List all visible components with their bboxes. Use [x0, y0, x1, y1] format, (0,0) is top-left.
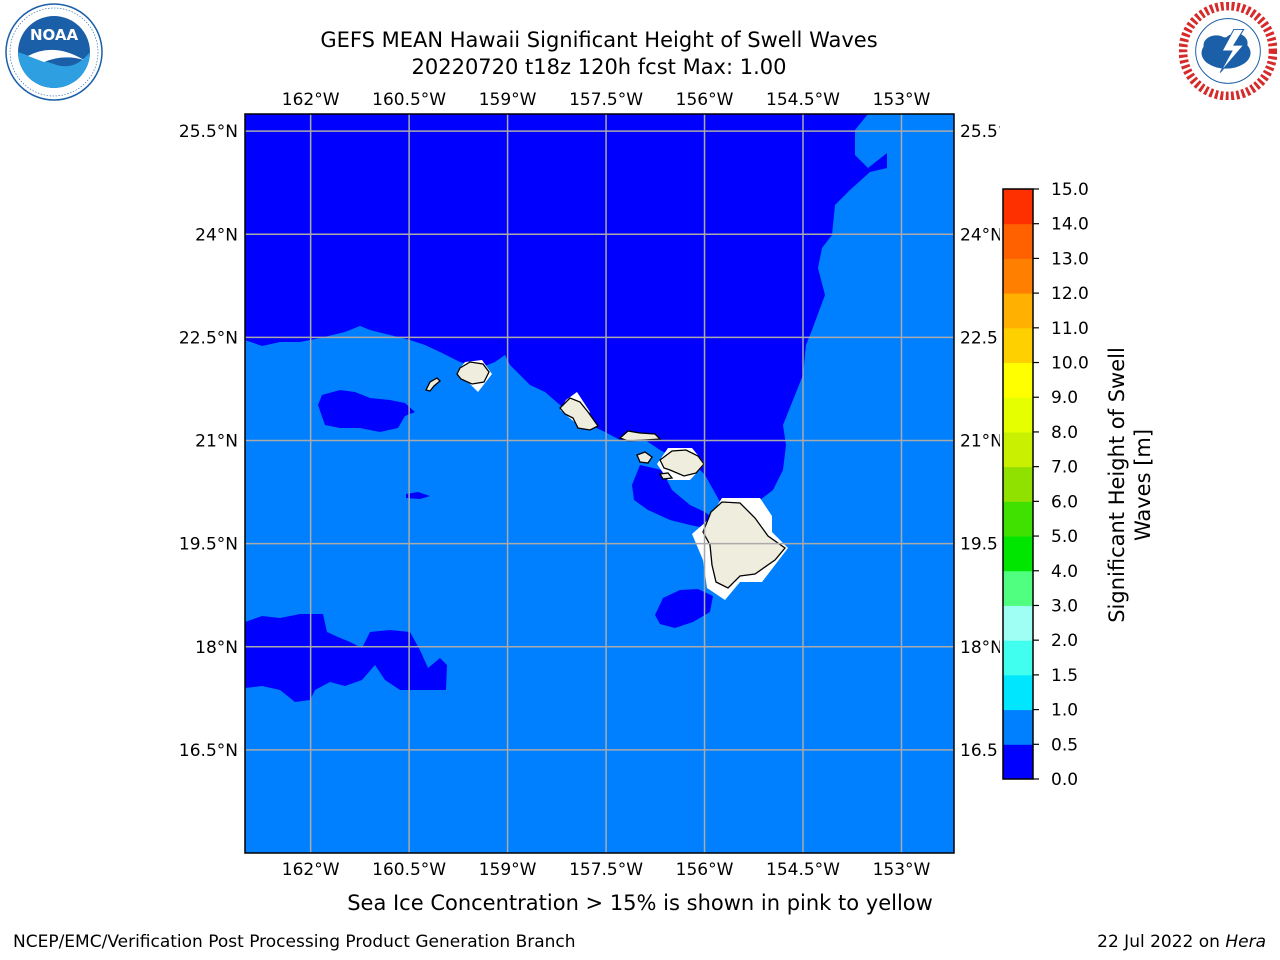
colorbar-cell — [1003, 744, 1033, 780]
island-kahoolawe — [658, 472, 674, 480]
footer-date-text: 22 Jul 2022 on — [1097, 932, 1226, 952]
island-lanai — [636, 451, 653, 464]
colorbar-tick-label: 12.0 — [1051, 284, 1089, 304]
lat-label-left: 22.5°N — [179, 328, 238, 348]
lat-label-left: 24°N — [195, 225, 238, 245]
island-maui — [659, 449, 705, 477]
colorbar-cell — [1003, 223, 1033, 259]
colorbar-cell — [1003, 640, 1033, 676]
lon-label-top: 153°W — [873, 90, 931, 110]
colorbar-tick-label: 9.0 — [1051, 388, 1078, 408]
footer-org: NCEP/EMC/Verification Post Processing Pr… — [13, 932, 576, 952]
colorbar-label-line2: Waves [m] — [1131, 429, 1155, 541]
colorbar-tick-label: 7.0 — [1051, 458, 1078, 478]
island-hawaii — [702, 501, 786, 589]
footer-date: 22 Jul 2022 on Hera — [1097, 932, 1266, 952]
lat-label-left: 21°N — [195, 432, 238, 452]
ocean-swell-0-0.5-north — [245, 114, 887, 510]
lat-label-left: 16.5°N — [179, 741, 238, 761]
colorbar-tick-label: 3.0 — [1051, 596, 1078, 616]
ocean-swell-0-0.5-maui-lobe — [632, 465, 715, 528]
lat-label-right: 16.5 — [960, 741, 998, 761]
island-kauai — [456, 361, 490, 385]
nws-logo — [1179, 2, 1277, 100]
colorbar-label-line1: Significant Height of Swell — [1105, 347, 1129, 623]
map-frame — [244, 113, 955, 854]
lon-label-bottom: 154.5°W — [766, 860, 840, 880]
colorbar-cell — [1003, 605, 1033, 641]
colorbar-cell — [1003, 293, 1033, 329]
colorbar-cell — [1003, 258, 1033, 294]
colorbar-cell — [1003, 536, 1033, 572]
colorbar-cell — [1003, 570, 1033, 606]
svg-text:NOAA: NOAA — [30, 26, 79, 44]
colorbar-tick-label: 15.0 — [1051, 180, 1089, 200]
lon-label-top: 159°W — [479, 90, 537, 110]
colorbar-tick-label: 11.0 — [1051, 319, 1089, 339]
colorbar-tick-label: 0.5 — [1051, 735, 1078, 755]
lon-label-top: 162°W — [282, 90, 340, 110]
colorbar-tick-label: 1.5 — [1051, 666, 1078, 686]
colorbar-cell — [1003, 674, 1033, 711]
chart-subtitle: 20220720 t18z 120h fcst Max: 1.00 — [411, 55, 787, 79]
lat-label-right: 19.5 — [960, 535, 998, 555]
colorbar-tick-label: 13.0 — [1051, 249, 1089, 269]
swell-height-map: 162°W 162°W 160.5°W 160.5°W 159°W 159°W 157.5°… — [179, 90, 1000, 880]
lat-label-left: 25.5°N — [179, 122, 238, 142]
lon-label-bottom: 157.5°W — [569, 860, 643, 880]
ocean-swell-0-0.5-west-patch — [318, 390, 415, 432]
lon-label-bottom: 156°W — [676, 860, 734, 880]
graticule — [245, 114, 954, 853]
lat-label-right: 18°N — [960, 638, 1000, 658]
lat-label-right: 24°N — [960, 225, 1000, 245]
lon-label-bottom: 162°W — [282, 860, 340, 880]
colorbar-tick-label: 5.0 — [1051, 527, 1078, 547]
ocean-swell-0-0.5-southwest-band — [245, 614, 447, 702]
lat-label-right: 22.5 — [960, 328, 998, 348]
colorbar-cell — [1003, 501, 1033, 537]
colorbar-frame — [1002, 188, 1034, 780]
colorbar-cell — [1003, 327, 1033, 364]
lat-label-right: 25.5°N — [960, 122, 1000, 142]
lon-label-bottom: 160.5°W — [372, 860, 446, 880]
colorbar: 0.0 0.5 1.0 1.5 2.0 3.0 4.0 5.0 6.0 7.0 8.0 9.0 10.0… — [1002, 180, 1155, 790]
colorbar-tick-label: 0.0 — [1051, 770, 1078, 790]
lat-label-right: 21°N — [960, 432, 1000, 452]
land-islands — [425, 361, 786, 589]
chart-title: GEFS MEAN Hawaii Significant Height of S… — [320, 28, 878, 52]
noaa-logo: NOAA — [5, 3, 103, 101]
colorbar-tick-label: 8.0 — [1051, 423, 1078, 443]
colorbar-tick-label: 14.0 — [1051, 215, 1089, 235]
colorbar-cell — [1003, 431, 1033, 468]
colorbar-cell — [1003, 189, 1033, 225]
lon-label-bottom: 153°W — [873, 860, 931, 880]
colorbar-tick-label: 6.0 — [1051, 492, 1078, 512]
lon-label-top: 160.5°W — [372, 90, 446, 110]
colorbar-cell — [1003, 466, 1033, 502]
lon-label-bottom: 159°W — [479, 860, 537, 880]
colorbar-tick-label: 10.0 — [1051, 354, 1089, 374]
colorbar-tick-label: 4.0 — [1051, 562, 1078, 582]
colorbar-tick-label: 2.0 — [1051, 631, 1078, 651]
ocean-swell-0-0.5-small-patch — [406, 492, 430, 499]
lon-label-top: 157.5°W — [569, 90, 643, 110]
lat-label-left: 18°N — [195, 638, 238, 658]
footer-host: Hera — [1225, 932, 1266, 952]
lon-label-top: 156°W — [676, 90, 734, 110]
lat-label-left: 19.5°N — [179, 535, 238, 555]
island-niihau — [425, 377, 441, 392]
colorbar-cell — [1003, 397, 1033, 433]
ocean-swell-0-0.5-south-patch — [655, 589, 713, 628]
colorbar-tick-label: 1.0 — [1051, 701, 1078, 721]
sea-ice-note: Sea Ice Concentration > 15% is shown in … — [347, 891, 933, 915]
colorbar-cell — [1003, 709, 1033, 745]
island-oahu — [559, 397, 599, 431]
colorbar-cell — [1003, 362, 1033, 398]
lon-label-top: 154.5°W — [766, 90, 840, 110]
